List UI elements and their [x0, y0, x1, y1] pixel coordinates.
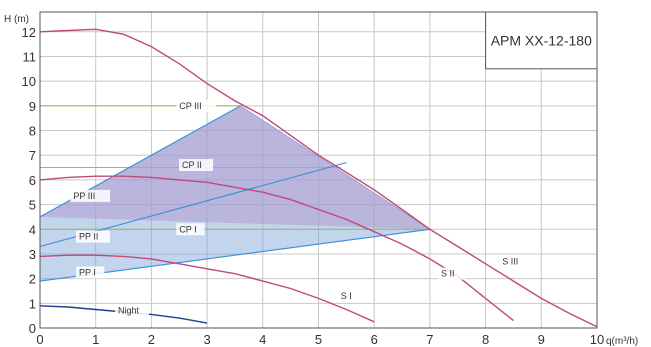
x-tick-label: 9 [538, 332, 545, 347]
curve-label-bg [70, 189, 111, 202]
curve-label-text: PP III [73, 191, 95, 201]
curve-label-text: PP I [79, 267, 96, 277]
curve-label-text: CP I [179, 224, 196, 234]
y-tick-label: 5 [29, 198, 36, 213]
curve-label-text: CP III [179, 101, 201, 111]
curve-label: CP II [179, 159, 214, 172]
curve-label-bg [337, 289, 361, 302]
curve-label: S III [499, 255, 534, 268]
curve-label: CP III [176, 99, 216, 112]
x-tick-label: 0 [36, 332, 43, 347]
series-line-s-i [39, 254, 375, 323]
x-tick-label: 8 [482, 332, 489, 347]
model-box [485, 11, 598, 70]
curve-label: S II [438, 267, 467, 280]
curve-label-text: Night [118, 306, 140, 316]
y-tick-label: 10 [22, 74, 36, 89]
chart-title: APM XX-12-180 [491, 32, 592, 48]
y-tick-label: 4 [29, 222, 36, 237]
curve-label-bg [179, 159, 214, 172]
x-tick-label: 5 [315, 332, 322, 347]
curve-label-text: S I [341, 291, 352, 301]
x-tick-label: 1 [92, 332, 99, 347]
x-tick-label: 6 [371, 332, 378, 347]
y-tick-label: 0 [29, 321, 36, 336]
curve-label-text: S III [502, 256, 518, 266]
curve-label-text: PP II [79, 232, 98, 242]
x-tick-label: 10 [590, 332, 604, 347]
y-tick-label: 1 [29, 296, 36, 311]
curve-label-bg [176, 223, 205, 236]
y-tick-label: 11 [23, 49, 37, 64]
curve-label-text: CP II [182, 160, 202, 170]
curve-label-bg [438, 267, 467, 280]
x-tick-label: 4 [259, 332, 266, 347]
curve-label-text: S II [441, 269, 455, 279]
y-tick-label: 12 [22, 25, 36, 40]
y-tick-label: 8 [29, 124, 36, 139]
curve-label-bg [75, 266, 105, 279]
x-tick-label: 7 [426, 332, 433, 347]
y-axis-label: H (m) [4, 14, 29, 25]
y-tick-label: 2 [29, 272, 36, 287]
y-tick-label: 6 [29, 173, 36, 188]
curve-label-bg [499, 255, 534, 268]
curve-label: S I [337, 289, 361, 302]
curve-label: Night [114, 304, 149, 317]
y-tick-label: 7 [29, 148, 36, 163]
x-tick-label: 2 [148, 332, 155, 347]
curve-label-bg [114, 304, 149, 317]
series-line-pp-i [39, 228, 430, 282]
plot-frame [39, 11, 598, 329]
series-line-s-iii [39, 28, 598, 328]
curve-label: PP II [75, 230, 110, 243]
curve-label: PP I [75, 266, 105, 279]
curve-label-bg [176, 99, 216, 112]
x-tick-label: 3 [203, 332, 210, 347]
y-tick-label: 3 [29, 247, 36, 262]
curve-label: CP I [176, 223, 205, 236]
curve-label: PP III [70, 189, 111, 202]
curve-label-bg [75, 230, 110, 243]
curve-labels: CP III CP II CP I PP III PP II PP I S III S II S… [70, 99, 534, 317]
y-tick-label: 9 [29, 99, 36, 114]
series-line-s-ii [39, 175, 514, 322]
x-axis-label: q(m³/h) [606, 336, 638, 347]
